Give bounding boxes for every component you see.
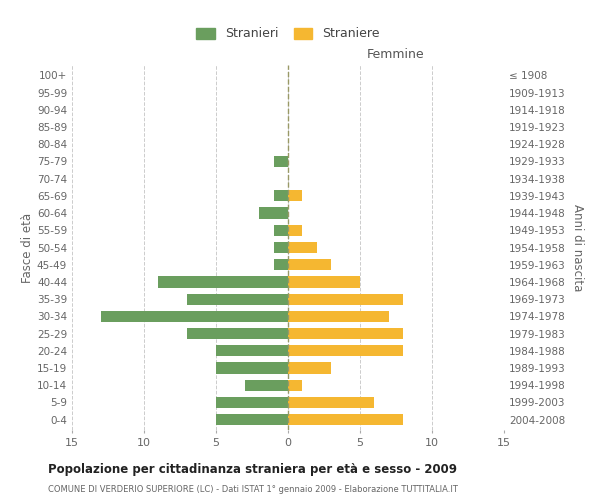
Bar (288, 311, 389, 322)
Bar (245, 380, 288, 391)
Legend: Stranieri, Straniere: Stranieri, Straniere (196, 28, 380, 40)
Bar (288, 362, 331, 374)
Text: Femmine: Femmine (367, 48, 425, 62)
Bar (187, 294, 288, 304)
Bar (288, 259, 331, 270)
Bar (158, 276, 288, 287)
Bar (288, 242, 317, 253)
Bar (274, 259, 288, 270)
Bar (216, 362, 288, 374)
Bar (274, 190, 288, 202)
Bar (274, 156, 288, 167)
Bar (288, 397, 374, 408)
Text: Popolazione per cittadinanza straniera per età e sesso - 2009: Popolazione per cittadinanza straniera p… (48, 462, 457, 475)
Bar (259, 208, 288, 218)
Bar (216, 345, 288, 356)
Bar (274, 242, 288, 253)
Y-axis label: Fasce di età: Fasce di età (21, 212, 34, 282)
Bar (288, 380, 302, 391)
Bar (288, 276, 360, 287)
Bar (274, 224, 288, 236)
Text: COMUNE DI VERDERIO SUPERIORE (LC) - Dati ISTAT 1° gennaio 2009 - Elaborazione TU: COMUNE DI VERDERIO SUPERIORE (LC) - Dati… (48, 485, 458, 494)
Bar (216, 397, 288, 408)
Bar (288, 328, 403, 339)
Bar (288, 345, 403, 356)
Bar (288, 294, 403, 304)
Bar (187, 328, 288, 339)
Bar (288, 190, 302, 202)
Bar (288, 414, 403, 426)
Bar (288, 224, 302, 236)
Bar (101, 311, 288, 322)
Bar (216, 414, 288, 426)
Y-axis label: Anni di nascita: Anni di nascita (571, 204, 584, 291)
